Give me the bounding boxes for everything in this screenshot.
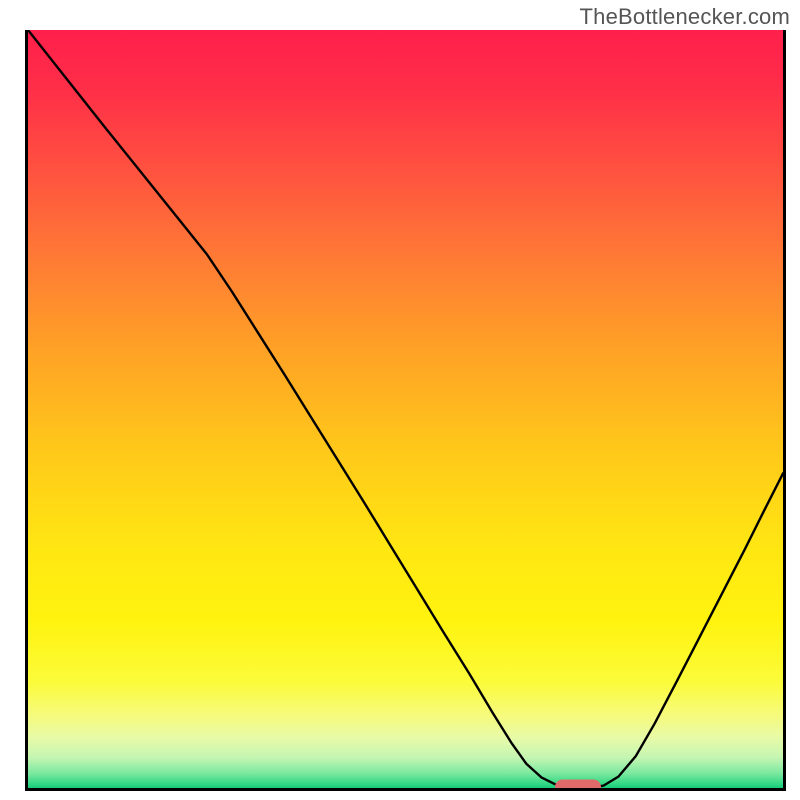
- axis-left: [25, 30, 28, 791]
- chart-container: TheBottlenecker.com: [0, 0, 800, 800]
- bottleneck-curve: [28, 30, 783, 788]
- optimal-marker: [555, 780, 601, 788]
- axis-right: [783, 30, 786, 791]
- axis-bottom: [25, 788, 786, 791]
- watermark-text: TheBottlenecker.com: [580, 4, 790, 30]
- plot-area: [28, 30, 783, 788]
- curve-layer: [28, 30, 783, 788]
